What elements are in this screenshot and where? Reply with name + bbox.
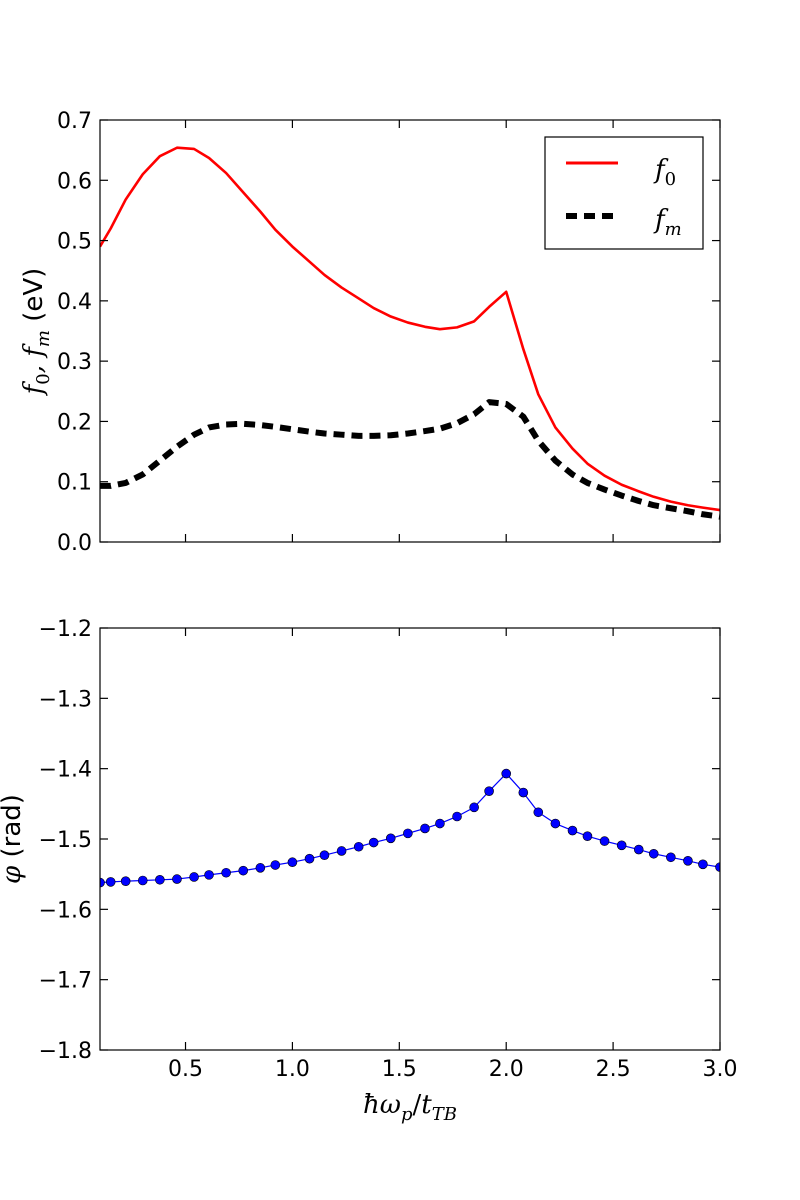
top-ytick-label: 0.6 [57,169,92,194]
data-point-phi-4 [155,874,165,885]
data-point-phi-36 [683,855,693,866]
top-ytick-label: 0.0 [57,531,92,556]
top-axes-frame [99,119,721,543]
bottom-plot-area [100,768,720,888]
data-point-phi-16 [353,841,364,852]
top-ytick-label: 0.5 [57,230,92,255]
top-legend: f0 fm [544,136,704,250]
bottom-axis-ticks: −1.8 −1.7 −1.6 −1.5 −1.4 −1.3 −1.2 0.5 1.0 1.5 2.0… [39,617,738,1082]
data-point-phi-23 [469,802,479,813]
legend-box [544,136,704,250]
bottom-ytick-label: −1.8 [39,1039,92,1064]
series-line-f0 [100,146,720,512]
data-point-phi-1 [105,877,116,887]
data-point-phi-6 [189,872,199,882]
data-point-phi-20 [420,823,430,834]
bottom-ytick-label: −1.2 [39,617,92,642]
bottom-ytick-label: −1.5 [39,828,92,853]
data-point-phi-30 [582,831,593,841]
data-point-phi-5 [172,874,182,884]
data-point-phi-12 [287,857,298,868]
data-point-phi-11 [270,860,281,870]
data-point-phi-2 [120,876,131,887]
bottom-ytick-label: −1.3 [39,687,92,712]
legend-label-fm-subscript: m [665,219,682,240]
data-point-phi-21 [435,818,445,829]
data-point-phi-19 [403,828,413,839]
data-point-phi-10 [255,863,266,873]
data-point-phi-27 [533,807,544,818]
top-panel: 0.0 0.1 0.2 0.3 0.4 0.5 0.6 0.7 f0 fm f0, fm (e… [19,109,721,556]
bottom-xtick-label: 2.5 [596,1057,631,1082]
bottom-ytick-label: −1.6 [39,898,92,923]
data-point-phi-38 [715,862,720,872]
data-point-phi-15 [336,846,347,856]
data-point-phi-17 [368,837,379,848]
bottom-ytick-label: −1.4 [39,758,92,783]
data-point-phi-32 [616,840,627,851]
bottom-xtick-label: 3.0 [703,1057,738,1082]
legend-label-f0-subscript: 0 [665,169,676,190]
data-point-phi-37 [698,859,708,870]
data-point-phi-9 [238,865,249,876]
series-line-fm [100,399,720,520]
data-point-phi-7 [204,870,214,880]
data-point-phi-18 [385,833,396,844]
top-ytick-label: 0.7 [57,109,92,134]
data-point-phi-34 [648,848,659,859]
data-point-phi-3 [137,875,148,886]
data-point-phi-24 [484,786,494,796]
data-point-phi-0 [100,877,105,888]
top-axis-ticks: 0.0 0.1 0.2 0.3 0.4 0.5 0.6 0.7 [57,109,721,556]
bottom-xtick-label: 1.5 [382,1057,417,1082]
top-ytick-label: 0.3 [57,350,92,375]
bottom-ytick-label: −1.7 [39,969,92,994]
data-point-phi-8 [221,867,231,878]
top-plot-area [100,146,720,520]
data-point-phi-29 [567,825,578,836]
data-point-phi-13 [304,853,315,864]
bottom-xtick-label: 0.5 [168,1057,203,1082]
bottom-y-axis-label-phi: φ [0,865,27,884]
data-point-phi-14 [319,850,330,860]
top-ytick-label: 0.1 [57,471,92,496]
data-point-phi-33 [633,844,644,855]
top-ytick-label: 0.2 [57,410,92,435]
bottom-xtick-label: 1.0 [275,1057,310,1082]
data-point-phi-22 [452,811,462,822]
data-point-phi-31 [599,836,610,846]
top-y-axis-label: f0, fm (eV) [19,268,54,397]
data-point-phi-35 [666,852,676,863]
bottom-y-axis-label: φ (rad) [0,794,27,884]
bottom-panel: −1.8 −1.7 −1.6 −1.5 −1.4 −1.3 −1.2 0.5 1.0 1.5 2.0… [0,617,738,1125]
data-point-phi-26 [518,787,529,798]
top-ytick-label: 0.4 [57,290,92,315]
bottom-y-axis-label-unit: (rad) [0,794,27,866]
top-y-axis-label-unit: (eV) [19,268,49,330]
data-point-phi-25 [501,768,512,779]
data-point-phi-28 [550,818,561,829]
bottom-xtick-label: 2.0 [489,1057,524,1082]
